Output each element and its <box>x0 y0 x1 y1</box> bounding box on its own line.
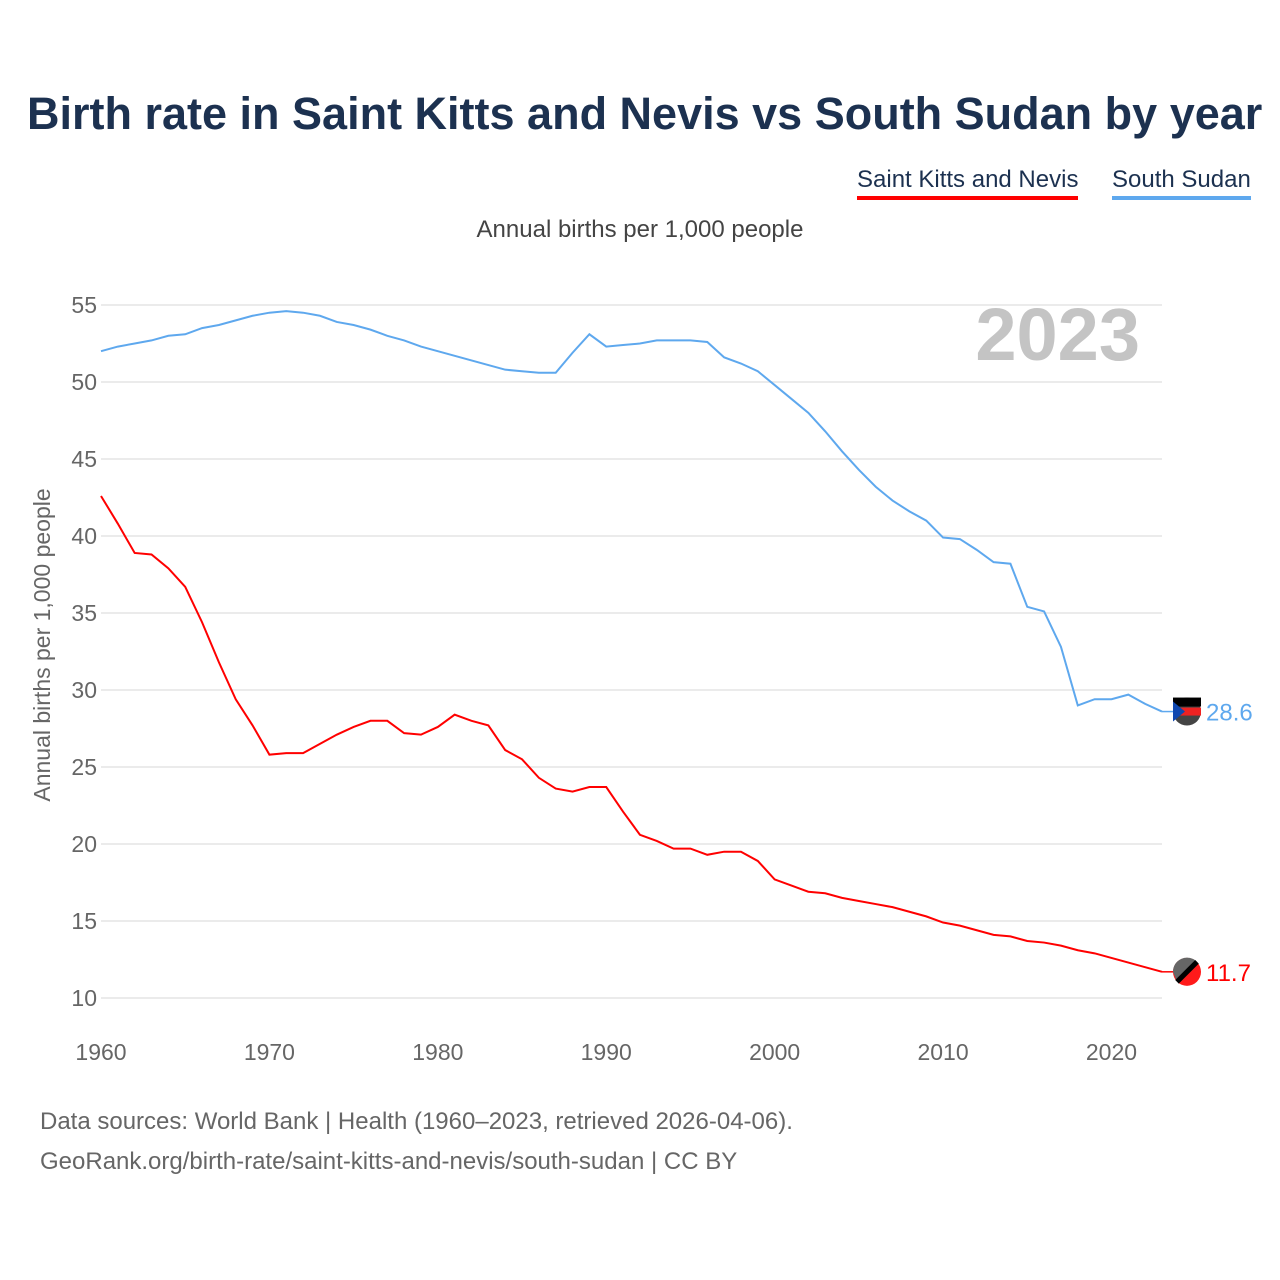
flag-field <box>1172 957 1197 982</box>
legend-south-sudan[interactable]: South Sudan <box>1112 166 1251 200</box>
x-tick-label: 2010 <box>917 1039 968 1065</box>
x-tick-label: 1990 <box>581 1039 632 1065</box>
series-line-0 <box>100 495 1163 973</box>
y-tick-label: 45 <box>71 446 97 472</box>
x-tick-label: 2000 <box>749 1039 800 1065</box>
year-watermark: 2023 <box>975 293 1140 376</box>
y-tick-label: 10 <box>71 985 97 1011</box>
source-url[interactable]: GeoRank.org/birth-rate/saint-kitts-and-n… <box>40 1148 738 1175</box>
x-tick-label: 1980 <box>412 1039 463 1065</box>
x-tick-label: 2020 <box>1086 1039 1137 1065</box>
y-tick-label: 50 <box>71 369 97 395</box>
end-value-label: 11.7 <box>1206 960 1251 987</box>
chart-title: Birth rate in Saint Kitts and Nevis vs S… <box>27 88 1263 139</box>
chart-subtitle: Annual births per 1,000 people <box>476 216 804 243</box>
flag-band <box>1175 960 1199 984</box>
y-tick-label: 30 <box>71 677 97 703</box>
x-tick-label: 1960 <box>75 1039 126 1065</box>
flag-triangle <box>1173 701 1185 722</box>
y-tick-label: 15 <box>71 908 97 934</box>
end-value-label: 28.6 <box>1206 700 1253 727</box>
y-tick-label: 20 <box>71 831 97 857</box>
legend-saint-kitts-and-nevis[interactable]: Saint Kitts and Nevis <box>857 166 1079 200</box>
y-axis-label: Annual births per 1,000 people <box>29 488 55 801</box>
flag-stripe <box>1173 697 1201 707</box>
flag-stripe <box>1173 707 1201 716</box>
y-tick-label: 35 <box>71 600 97 626</box>
series-line-1 <box>100 310 1163 713</box>
x-tick-label: 1970 <box>244 1039 295 1065</box>
y-tick-label: 25 <box>71 754 97 780</box>
y-tick-label: 40 <box>71 523 97 549</box>
source-note: Data sources: World Bank | Health (1960–… <box>40 1108 793 1135</box>
y-tick-label: 55 <box>71 292 97 318</box>
